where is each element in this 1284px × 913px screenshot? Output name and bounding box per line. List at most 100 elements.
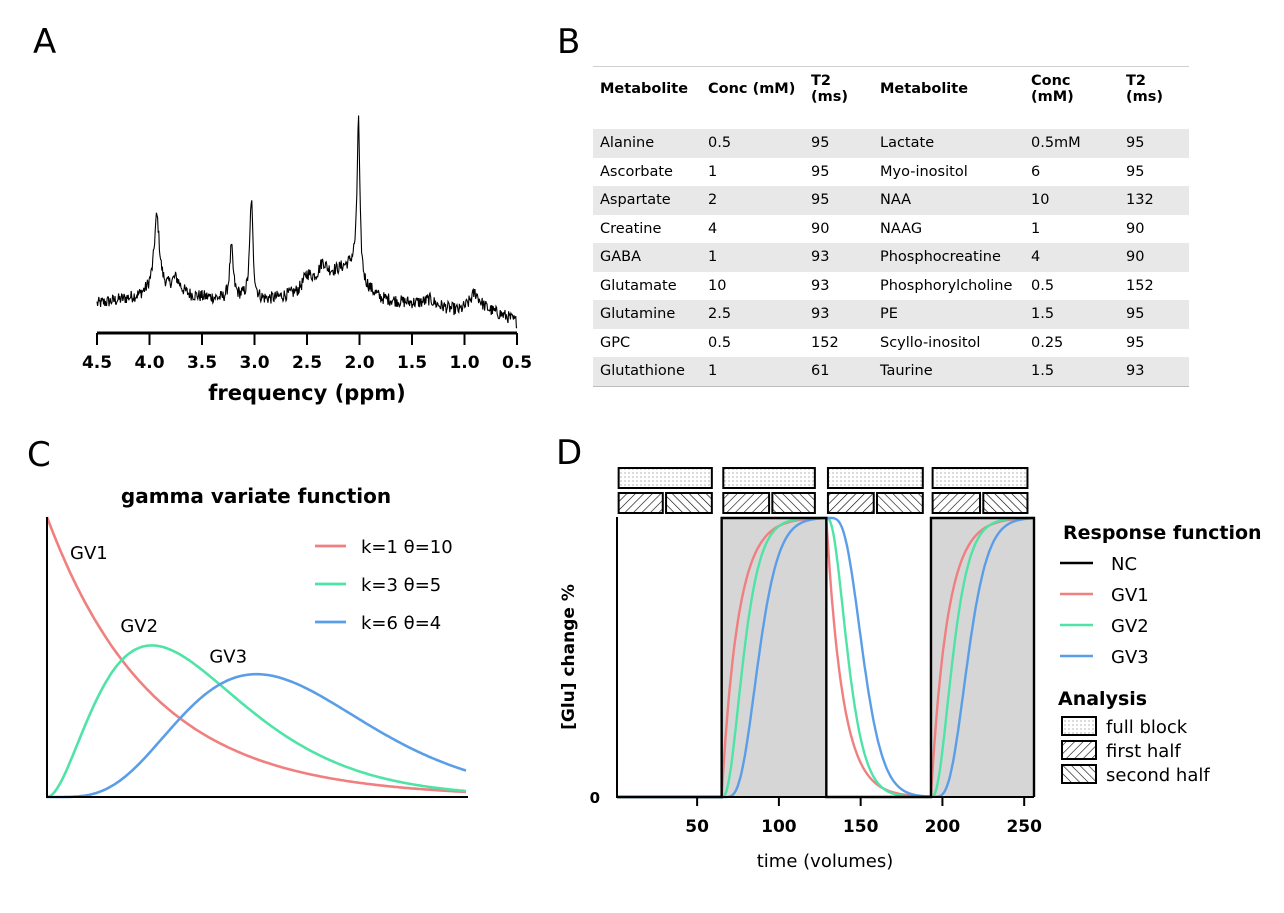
gamma-curve-gv2 <box>46 644 467 799</box>
table-row: Aspartate 2 95 NAA 10 132 <box>593 186 1189 215</box>
table-cell: 93 <box>804 300 873 329</box>
table-cell: 10 <box>1024 186 1119 215</box>
table-cell: 152 <box>1126 277 1154 294</box>
table-cell: 61 <box>804 357 873 387</box>
spectrum-x-tick-label: 4.0 <box>134 353 164 373</box>
header-metabolite: Metabolite <box>593 66 701 129</box>
response-legend-label: GV3 <box>1111 647 1149 668</box>
stimulus-block <box>930 518 1034 797</box>
table-cell: 1 <box>708 163 718 180</box>
table-cell: 95 <box>1119 300 1189 329</box>
analysis-legend-swatch <box>1061 764 1097 784</box>
analysis-legend-swatch <box>1061 740 1097 760</box>
table-cell: 0.5 <box>708 334 732 351</box>
table-cell: 2.5 <box>701 300 804 329</box>
table-cell: 1 <box>1031 220 1041 237</box>
response-legend-label: GV1 <box>1111 585 1149 606</box>
table-cell: 1 <box>701 243 804 272</box>
table-cell: 95 <box>1126 334 1145 351</box>
second-half-box <box>982 492 1029 514</box>
table-row: Glutamine 2.5 93 PE 1.5 95 <box>593 300 1189 329</box>
analysis-legend-swatch <box>1061 716 1097 736</box>
table-header-row: Metabolite Conc (mM) T2 (ms) Metabolite … <box>593 66 1189 129</box>
table-cell: 90 <box>811 220 830 237</box>
table-cell: 95 <box>804 129 873 158</box>
response-x-tick-label: 250 <box>1006 817 1042 837</box>
stimulus-block <box>721 518 827 797</box>
second-half-box <box>771 492 816 514</box>
metabolite-table: Metabolite Conc (mM) T2 (ms) Metabolite … <box>593 66 1189 387</box>
gamma-legend-label: k=6 θ=4 <box>361 613 441 634</box>
first-half-box <box>722 492 771 514</box>
table-cell: Glutamate <box>600 277 677 294</box>
table-cell: 90 <box>1126 220 1145 237</box>
response-legend: NC GV1 GV2 GV3 <box>1060 554 1149 668</box>
gamma-legend-label: k=3 θ=5 <box>361 575 441 596</box>
spectrum-x-tick-label: 4.5 <box>82 353 112 373</box>
table-cell: Scyllo-inositol <box>880 334 981 351</box>
gamma-legend-label: k=1 θ=10 <box>361 537 453 558</box>
gamma-curve-gv1 <box>45 516 467 794</box>
full-block-box <box>931 467 1029 489</box>
table-row: Glutathione 1 61 Taurine 1.5 93 <box>593 357 1189 387</box>
spectrum-chart: 4.5 4.0 3.5 3.0 2.5 2.0 1.5 1.0 0.5 frequency (p… <box>82 115 532 405</box>
table-row: Ascorbate 1 95 Myo-inositol 6 95 <box>593 158 1189 187</box>
table-cell: GPC <box>600 334 631 351</box>
table-cell: 0.5mM <box>1024 129 1119 158</box>
gamma-annotation: GV1 <box>70 543 108 564</box>
panel-label-b: B <box>557 22 581 62</box>
panel-label-c: C <box>27 435 51 475</box>
table-row: Alanine 0.5 95 Lactate 0.5mM 95 <box>593 129 1189 158</box>
full-block-box <box>722 467 816 489</box>
table-cell: Phosphocreatine <box>873 243 1024 272</box>
full-block-box <box>617 467 713 489</box>
table-cell: 95 <box>804 186 873 215</box>
table-cell: 1.5 <box>1024 300 1119 329</box>
table-cell: 1 <box>701 357 804 387</box>
response-legend-title: Response function <box>1063 522 1262 544</box>
spectrum-line <box>96 115 518 329</box>
gamma-annotation: GV3 <box>209 647 247 668</box>
table-cell: 93 <box>804 243 873 272</box>
table-cell: Glutathione <box>593 357 701 387</box>
table-cell: Taurine <box>873 357 1024 387</box>
spectrum-x-tick-label: 3.5 <box>187 353 217 373</box>
header-conc-2: Conc (mM) <box>1024 66 1119 129</box>
table-cell: 152 <box>811 334 839 351</box>
spectrum-x-label: frequency (ppm) <box>208 381 406 405</box>
table-cell: 95 <box>811 163 830 180</box>
response-x-tick-label: 50 <box>685 817 709 837</box>
table-cell: Lactate <box>873 129 1024 158</box>
table-cell: NAAG <box>880 220 923 237</box>
table-cell: Ascorbate <box>600 163 673 180</box>
table-cell: Phosphorylcholine <box>880 277 1013 294</box>
table-cell: 0.25 <box>1031 334 1064 351</box>
gamma-title: gamma variate function <box>121 484 391 508</box>
table-cell: 1.5 <box>1024 357 1119 387</box>
panel-label-d: D <box>556 433 583 473</box>
table-cell: 6 <box>1031 163 1041 180</box>
gamma-chart: gamma variate function GV1 GV2 GV3 k=1 θ=1… <box>45 484 468 799</box>
response-y-tick-0: 0 <box>590 789 600 807</box>
table-cell: 95 <box>1126 163 1145 180</box>
response-x-tick-label: 200 <box>925 817 961 837</box>
response-x-tick-label: 100 <box>761 817 797 837</box>
table-cell: 90 <box>1119 243 1189 272</box>
gamma-legend: k=1 θ=10 k=3 θ=5 k=6 θ=4 <box>315 537 453 634</box>
table-cell: Alanine <box>593 129 701 158</box>
response-x-label: time (volumes) <box>757 851 894 872</box>
full-block-box <box>826 467 924 489</box>
first-half-box <box>617 492 664 514</box>
gamma-annotation: GV2 <box>120 616 158 637</box>
response-y-label: [Glu] change % <box>559 584 579 730</box>
spectrum-x-tick-label: 1.0 <box>449 353 479 373</box>
table-cell: 93 <box>811 277 830 294</box>
table-cell: 4 <box>1024 243 1119 272</box>
table-row: GPC 0.5 152 Scyllo-inositol 0.25 95 <box>593 329 1189 358</box>
table-cell: 0.5 <box>1031 277 1055 294</box>
first-half-box <box>931 492 982 514</box>
response-chart: 50 100 150 200 250 0 [Glu] change % time (vo… <box>559 467 1262 872</box>
table-row: GABA 1 93 Phosphocreatine 4 90 <box>593 243 1189 272</box>
analysis-legend-title: Analysis <box>1058 688 1147 710</box>
table-cell: PE <box>873 300 1024 329</box>
